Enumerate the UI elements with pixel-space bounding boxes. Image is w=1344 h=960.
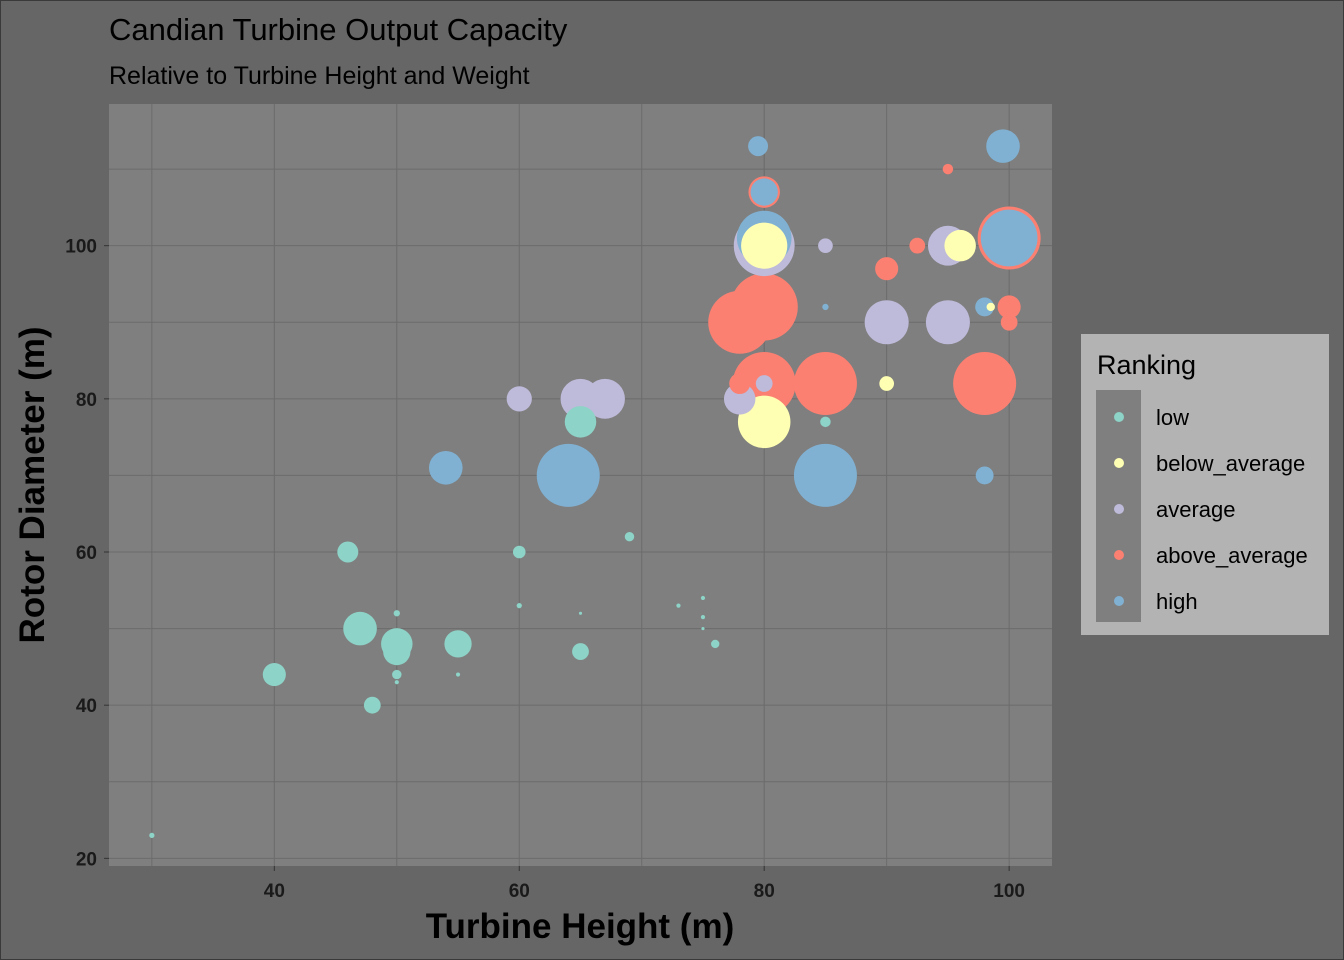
data-point-average [723,383,756,415]
legend-label-below_average: below_average [1156,451,1305,476]
data-point-above_average [729,373,751,395]
grid-lines [109,104,1052,866]
y-axis-title: Rotor Diameter (m) [13,327,52,644]
legend-key-average [1114,504,1124,514]
data-point-high [986,129,1020,163]
data-point-average [585,378,625,419]
data-point-low [394,680,399,685]
data-point-high [748,136,769,157]
data-point-high [536,443,600,507]
legend-title: Ranking [1097,350,1196,380]
data-point-below_average [879,376,895,391]
data-point-low [624,531,635,542]
data-point-above_average [708,290,772,354]
data-point-high [980,209,1038,267]
data-point-low [444,630,472,658]
data-point-above_average [875,257,899,281]
x-tick-label: 80 [754,881,775,902]
data-point-above_average [909,237,926,254]
data-point-low [383,637,411,666]
axis-ticks: 40 60 80 100 20 40 60 80 100 [65,237,1025,902]
data-point-low [564,406,597,438]
legend-label-above_average: above_average [1156,543,1308,568]
data-points [149,129,1041,838]
data-point-high [975,297,995,317]
legend-label-average: average [1156,497,1236,522]
x-axis-title: Turbine Height (m) [426,907,735,946]
data-point-average [925,300,970,345]
legend-key-above_average [1114,550,1124,560]
x-tick-label: 60 [509,881,530,902]
data-point-low [455,672,461,677]
data-point-low [711,639,720,649]
data-point-low [393,610,400,617]
data-point-low [700,595,706,601]
data-point-low [149,832,155,838]
data-point-low [578,611,583,615]
data-point-above_average [997,295,1021,319]
data-point-below_average [944,229,976,262]
data-point-low [337,541,359,563]
data-point-low [676,603,681,608]
data-point-below_average [986,302,995,312]
chart-subtitle: Relative to Turbine Height and Weight [109,62,530,90]
data-point-low [516,602,522,609]
data-point-low [701,627,705,631]
legend-label-low: low [1156,405,1189,430]
data-point-above_average [953,352,1017,416]
data-point-high [822,303,829,311]
data-point-low [363,696,381,714]
y-tick-label: 20 [76,849,97,870]
data-point-high [428,450,463,485]
data-point-low [343,611,377,646]
legend-key-high [1114,596,1124,606]
data-point-above_average [1000,313,1018,331]
data-point-low [512,545,526,559]
y-tick-label: 60 [76,543,97,564]
data-point-average [506,386,532,412]
y-tick-label: 80 [76,390,97,411]
legend-label-high: high [1156,589,1198,614]
data-point-low [572,643,589,660]
legend-key-below_average [1114,458,1124,468]
data-point-low [700,615,706,620]
data-point-above_average [793,352,857,416]
data-point-high [798,446,841,489]
data-point-below_average [741,222,788,269]
data-point-low [262,662,286,687]
y-tick-label: 40 [76,696,97,717]
x-tick-label: 100 [993,881,1025,902]
legend-key-low [1114,412,1124,422]
data-point-high [750,178,778,206]
data-point-above_average [942,163,954,175]
data-point-average [864,300,909,345]
data-point-average [755,375,773,392]
data-point-low [820,416,831,428]
chart-title: Candian Turbine Output Capacity [109,12,568,47]
data-point-low [392,669,402,680]
data-point-high [975,466,994,485]
data-point-average [818,238,833,254]
y-tick-label: 100 [65,237,97,258]
x-tick-label: 40 [264,881,285,902]
